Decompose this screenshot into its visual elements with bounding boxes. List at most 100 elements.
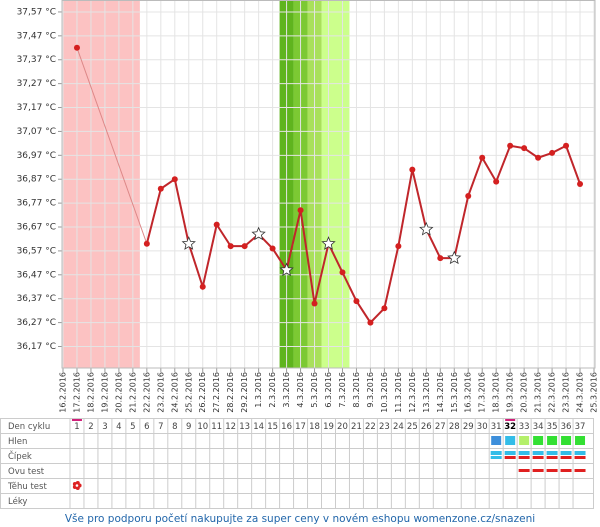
point: [311, 300, 318, 307]
x-tick-label: 5.3.2016: [310, 372, 319, 408]
point: [395, 243, 402, 250]
day-number: 35: [547, 422, 558, 432]
ovu-cell: [560, 469, 572, 472]
star-marker: [447, 250, 462, 265]
cipek-bottom: [574, 456, 586, 459]
point: [171, 176, 178, 183]
band: [62, 0, 140, 368]
point: [465, 192, 472, 199]
y-tick-label: 36,87 °C: [17, 175, 56, 185]
day-number: 20: [337, 422, 348, 432]
hlen-cell: [575, 436, 586, 445]
footer-link[interactable]: Vše pro podporu početí nakupujte za supe…: [65, 513, 535, 525]
point: [381, 305, 388, 312]
y-tick-label: 37,27 °C: [17, 79, 56, 89]
ovu-cell: [532, 469, 544, 472]
x-tick-label: 4.3.2016: [296, 372, 305, 408]
x-tick-label: 20.2.2016: [114, 372, 123, 413]
day-number: 15: [267, 422, 278, 432]
day-number: 24: [393, 422, 404, 432]
x-tick-label: 10.3.2016: [380, 372, 389, 413]
x-tick-label: 25.3.2016: [590, 372, 599, 413]
day-number: 8: [172, 422, 177, 432]
cipek-top: [518, 451, 530, 455]
table-row: [0, 433, 594, 449]
star-marker: [181, 236, 196, 250]
row-label: Těhu test: [7, 482, 47, 492]
y-tick-label: 37,47 °C: [17, 31, 56, 41]
point: [353, 298, 360, 305]
day-number: 23: [379, 422, 390, 432]
day-number: 37: [575, 422, 586, 432]
day-number: 22: [365, 422, 376, 432]
hlen-cell: [533, 436, 544, 445]
point: [521, 145, 528, 152]
point: [199, 283, 206, 290]
day-number: 1: [74, 422, 79, 432]
x-tick-label: 18.3.2016: [492, 372, 501, 413]
row-label: Hlen: [8, 437, 27, 447]
star-marker: [279, 262, 294, 277]
x-tick-label: 23.3.2016: [562, 372, 571, 413]
x-tick-label: 20.3.2016: [520, 372, 529, 413]
y-tick-label: 36,37 °C: [17, 294, 56, 304]
day-number: 11: [211, 422, 222, 432]
cipek-bottom: [560, 456, 572, 459]
day-number: 36: [561, 422, 572, 432]
x-tick-label: 14.3.2016: [436, 372, 445, 413]
point: [157, 185, 164, 192]
x-tick-label: 29.2.2016: [240, 372, 249, 413]
cipek-bottom: [532, 456, 544, 459]
gap-connector: [76, 47, 148, 244]
day-number: 28: [449, 422, 460, 432]
day-number: 7: [158, 422, 163, 432]
x-tick-label: 16.2.2016: [59, 372, 68, 413]
day-marker: [71, 419, 82, 421]
x-tick-label: 26.2.2016: [198, 372, 207, 413]
point: [563, 142, 570, 149]
point: [493, 178, 500, 185]
hlen-cell: [561, 436, 572, 445]
point: [241, 243, 248, 250]
day-number: 10: [197, 422, 208, 432]
day-number: 31: [491, 422, 502, 432]
x-tick-label: 12.3.2016: [408, 372, 417, 413]
hlen-cell: [491, 436, 502, 445]
plot-frame: [61, 0, 596, 369]
x-tick-label: 9.3.2016: [366, 372, 375, 408]
x-tick-label: 23.2.2016: [156, 372, 165, 413]
x-tick-label: 17.3.2016: [478, 372, 487, 413]
table-row: [0, 493, 594, 509]
y-tick-label: 36,77 °C: [17, 199, 56, 209]
row-label: Léky: [8, 496, 27, 507]
day-number: 21: [351, 422, 362, 432]
day-number: 6: [144, 422, 149, 432]
point: [143, 240, 150, 247]
point: [73, 44, 80, 51]
cipek-bottom: [546, 456, 558, 459]
day-number: 30: [477, 422, 488, 432]
x-tick-label: 6.3.2016: [324, 372, 333, 408]
hlen-cell: [505, 436, 516, 445]
x-tick-label: 13.3.2016: [422, 372, 431, 413]
day-number: 26: [421, 422, 432, 432]
x-tick-label: 22.2.2016: [142, 372, 151, 413]
day-number: 2: [88, 422, 93, 432]
star-marker: [419, 221, 434, 236]
day-number: 14: [253, 422, 264, 432]
table-row: [0, 463, 594, 479]
day-number: 32: [504, 422, 516, 432]
cipek-top: [574, 451, 586, 455]
x-tick-label: 11.3.2016: [394, 372, 403, 413]
day-number: 27: [435, 422, 446, 432]
point: [535, 154, 542, 161]
x-tick-label: 8.3.2016: [352, 372, 361, 408]
row-label: Ovu test: [8, 467, 45, 477]
x-tick-label: 24.2.2016: [170, 372, 179, 413]
y-tick-label: 36,97 °C: [17, 151, 56, 161]
day-number: 25: [407, 422, 418, 432]
day-number: 29: [463, 422, 474, 432]
x-tick-label: 25.2.2016: [184, 372, 193, 413]
x-tick-label: 3.3.2016: [282, 372, 291, 408]
